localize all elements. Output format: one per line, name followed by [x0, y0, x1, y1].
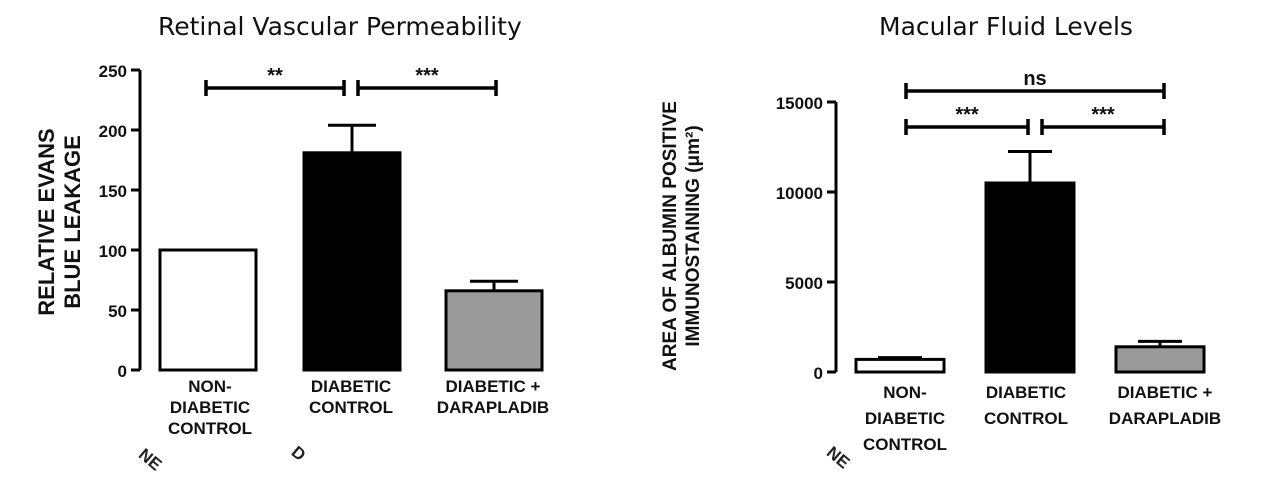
y-tick-label: 150: [99, 182, 127, 201]
category-label-line: CONTROL: [983, 409, 1069, 428]
y-tick-label: 0: [118, 362, 127, 381]
bar-chart-macular: 0 5000 10000 15000 ns *** ***: [776, 68, 1206, 383]
y-tick-label: 10000: [776, 184, 823, 203]
chart-panel-macular: Macular Fluid Levels 0 5000 10000 15000 ns **…: [640, 0, 1274, 478]
y-tick-label: 50: [108, 302, 127, 321]
category-label-line: DARAPLADIB: [436, 398, 550, 417]
y-axis-label: RELATIVE EVANS BLUE LEAKAGE: [34, 92, 86, 352]
bar: [854, 357, 946, 374]
chart-title: Macular Fluid Levels: [879, 12, 1133, 41]
category-label-line: DARAPLADIB: [1108, 409, 1222, 428]
category-label-line: DIABETIC: [310, 377, 392, 396]
y-tick-label: 250: [99, 62, 127, 81]
y-axis-label: AREA OF ALBUMIN POSITIVE IMMUNOSTAINING …: [659, 86, 705, 386]
significance-label: ***: [955, 104, 979, 126]
category-label-line: NON-: [883, 383, 927, 402]
category-label-line: DIABETIC: [169, 398, 251, 417]
category-label-line: NON-: [188, 377, 232, 396]
category-label-line: CONTROL: [862, 435, 948, 454]
category-label-line: DIABETIC +: [1117, 383, 1213, 402]
category-label: DIABETIC CONTROL: [972, 380, 1080, 432]
y-tick-label: 0: [814, 364, 823, 383]
chart-title: Retinal Vascular Permeability: [158, 12, 522, 41]
category-label: NON- DIABETIC CONTROL: [850, 380, 960, 458]
y-axis-label-line: IMMUNOSTAINING (μm²): [683, 125, 704, 347]
category-label-line: DIABETIC: [864, 409, 946, 428]
y-tick-label: 200: [99, 122, 127, 141]
y-tick-label: 15000: [776, 94, 823, 113]
y-axis-label-line: AREA OF ALBUMIN POSITIVE: [660, 101, 681, 371]
y-tick-label: 100: [99, 242, 127, 261]
bar: [984, 181, 1076, 374]
significance-label: ***: [415, 65, 439, 87]
category-label: DIABETIC + DARAPLADIB: [420, 376, 566, 418]
category-label-line: CONTROL: [167, 419, 253, 438]
bar: [158, 248, 258, 372]
significance-label: ***: [1091, 104, 1115, 126]
y-axis-label-line: RELATIVE EVANS: [34, 128, 59, 316]
y-tick-label: 5000: [785, 274, 823, 293]
category-label-line: CONTROL: [308, 398, 394, 417]
category-label-line: DIABETIC: [985, 383, 1067, 402]
bar: [302, 151, 402, 372]
chart-panel-permeability: Retinal Vascular Permeability 0 50 100 150 2…: [0, 0, 620, 478]
category-label-line: DIABETIC +: [445, 377, 541, 396]
significance-label: ns: [1023, 68, 1046, 90]
category-label: NON- DIABETIC CONTROL: [150, 376, 270, 439]
category-label: DIABETIC + DARAPLADIB: [1092, 380, 1238, 432]
bar: [444, 289, 544, 372]
significance-label: **: [267, 65, 283, 87]
category-label: DIABETIC CONTROL: [288, 376, 414, 418]
y-axis-label-line: BLUE LEAKAGE: [60, 135, 85, 309]
bar: [1114, 345, 1206, 374]
